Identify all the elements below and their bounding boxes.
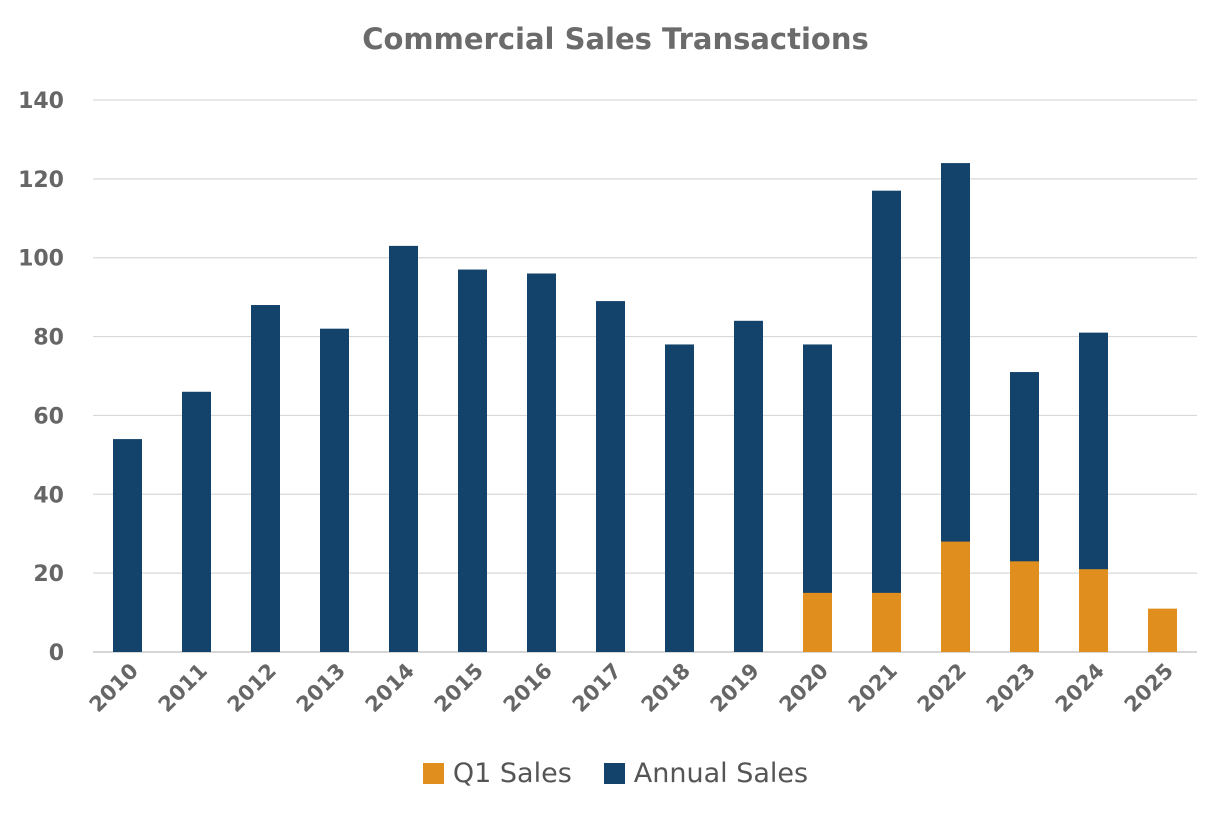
y-tick-label: 80	[33, 326, 64, 351]
x-tick-label: 2025	[1120, 659, 1178, 717]
x-tick-label: 2011	[154, 659, 212, 717]
x-tick-label: 2023	[982, 659, 1040, 717]
bar-annual-sales-2011	[182, 391, 211, 652]
x-tick-label: 2022	[913, 659, 971, 717]
x-tick-label: 2019	[706, 659, 764, 717]
legend-label: Annual Sales	[633, 758, 809, 789]
bar-q1-sales-2021	[872, 592, 901, 652]
x-tick-label: 2012	[223, 659, 281, 717]
bar-q1-sales-2025	[1148, 608, 1177, 652]
y-tick-label: 40	[33, 483, 64, 508]
legend: Q1 Sales Annual Sales	[0, 758, 1231, 789]
bar-annual-sales-2018	[665, 344, 694, 652]
bar-annual-sales-2013	[320, 328, 349, 652]
x-tick-label: 2017	[568, 659, 626, 717]
bar-q1-sales-2024	[1079, 569, 1108, 652]
y-tick-label: 120	[18, 168, 64, 193]
y-tick-label: 60	[33, 404, 64, 429]
bar-annual-sales-2012	[251, 305, 280, 652]
x-tick-label: 2014	[361, 659, 419, 717]
bar-q1-sales-2022	[941, 541, 970, 652]
chart-title: Commercial Sales Transactions	[362, 22, 869, 56]
bar-q1-sales-2020	[803, 592, 832, 652]
bar-annual-sales-2019	[734, 320, 763, 652]
bar-annual-sales-2021	[872, 190, 901, 652]
bar-annual-sales-2016	[527, 273, 556, 652]
legend-swatch	[422, 763, 444, 784]
legend-item-q1-sales: Q1 Sales	[422, 758, 572, 789]
y-tick-label: 20	[33, 562, 64, 587]
bar-annual-sales-2010	[113, 439, 142, 652]
y-tick-label: 0	[49, 641, 64, 666]
legend-item-annual-sales: Annual Sales	[603, 758, 809, 789]
legend-label: Q1 Sales	[452, 758, 572, 789]
x-tick-label: 2024	[1051, 659, 1109, 717]
x-tick-label: 2020	[775, 659, 833, 717]
bar-annual-sales-2015	[458, 269, 487, 652]
y-tick-label: 100	[18, 247, 64, 272]
legend-swatch	[603, 763, 625, 784]
x-tick-label: 2013	[292, 659, 350, 717]
y-tick-label: 140	[18, 89, 64, 114]
bar-annual-sales-2017	[596, 301, 625, 652]
x-tick-label: 2016	[499, 659, 557, 717]
bar-annual-sales-2014	[389, 245, 418, 652]
x-tick-label: 2015	[430, 659, 488, 717]
bar-q1-sales-2023	[1010, 561, 1039, 652]
x-tick-label: 2018	[637, 659, 695, 717]
x-tick-label: 2021	[844, 659, 902, 717]
x-tick-label: 2010	[85, 659, 143, 717]
